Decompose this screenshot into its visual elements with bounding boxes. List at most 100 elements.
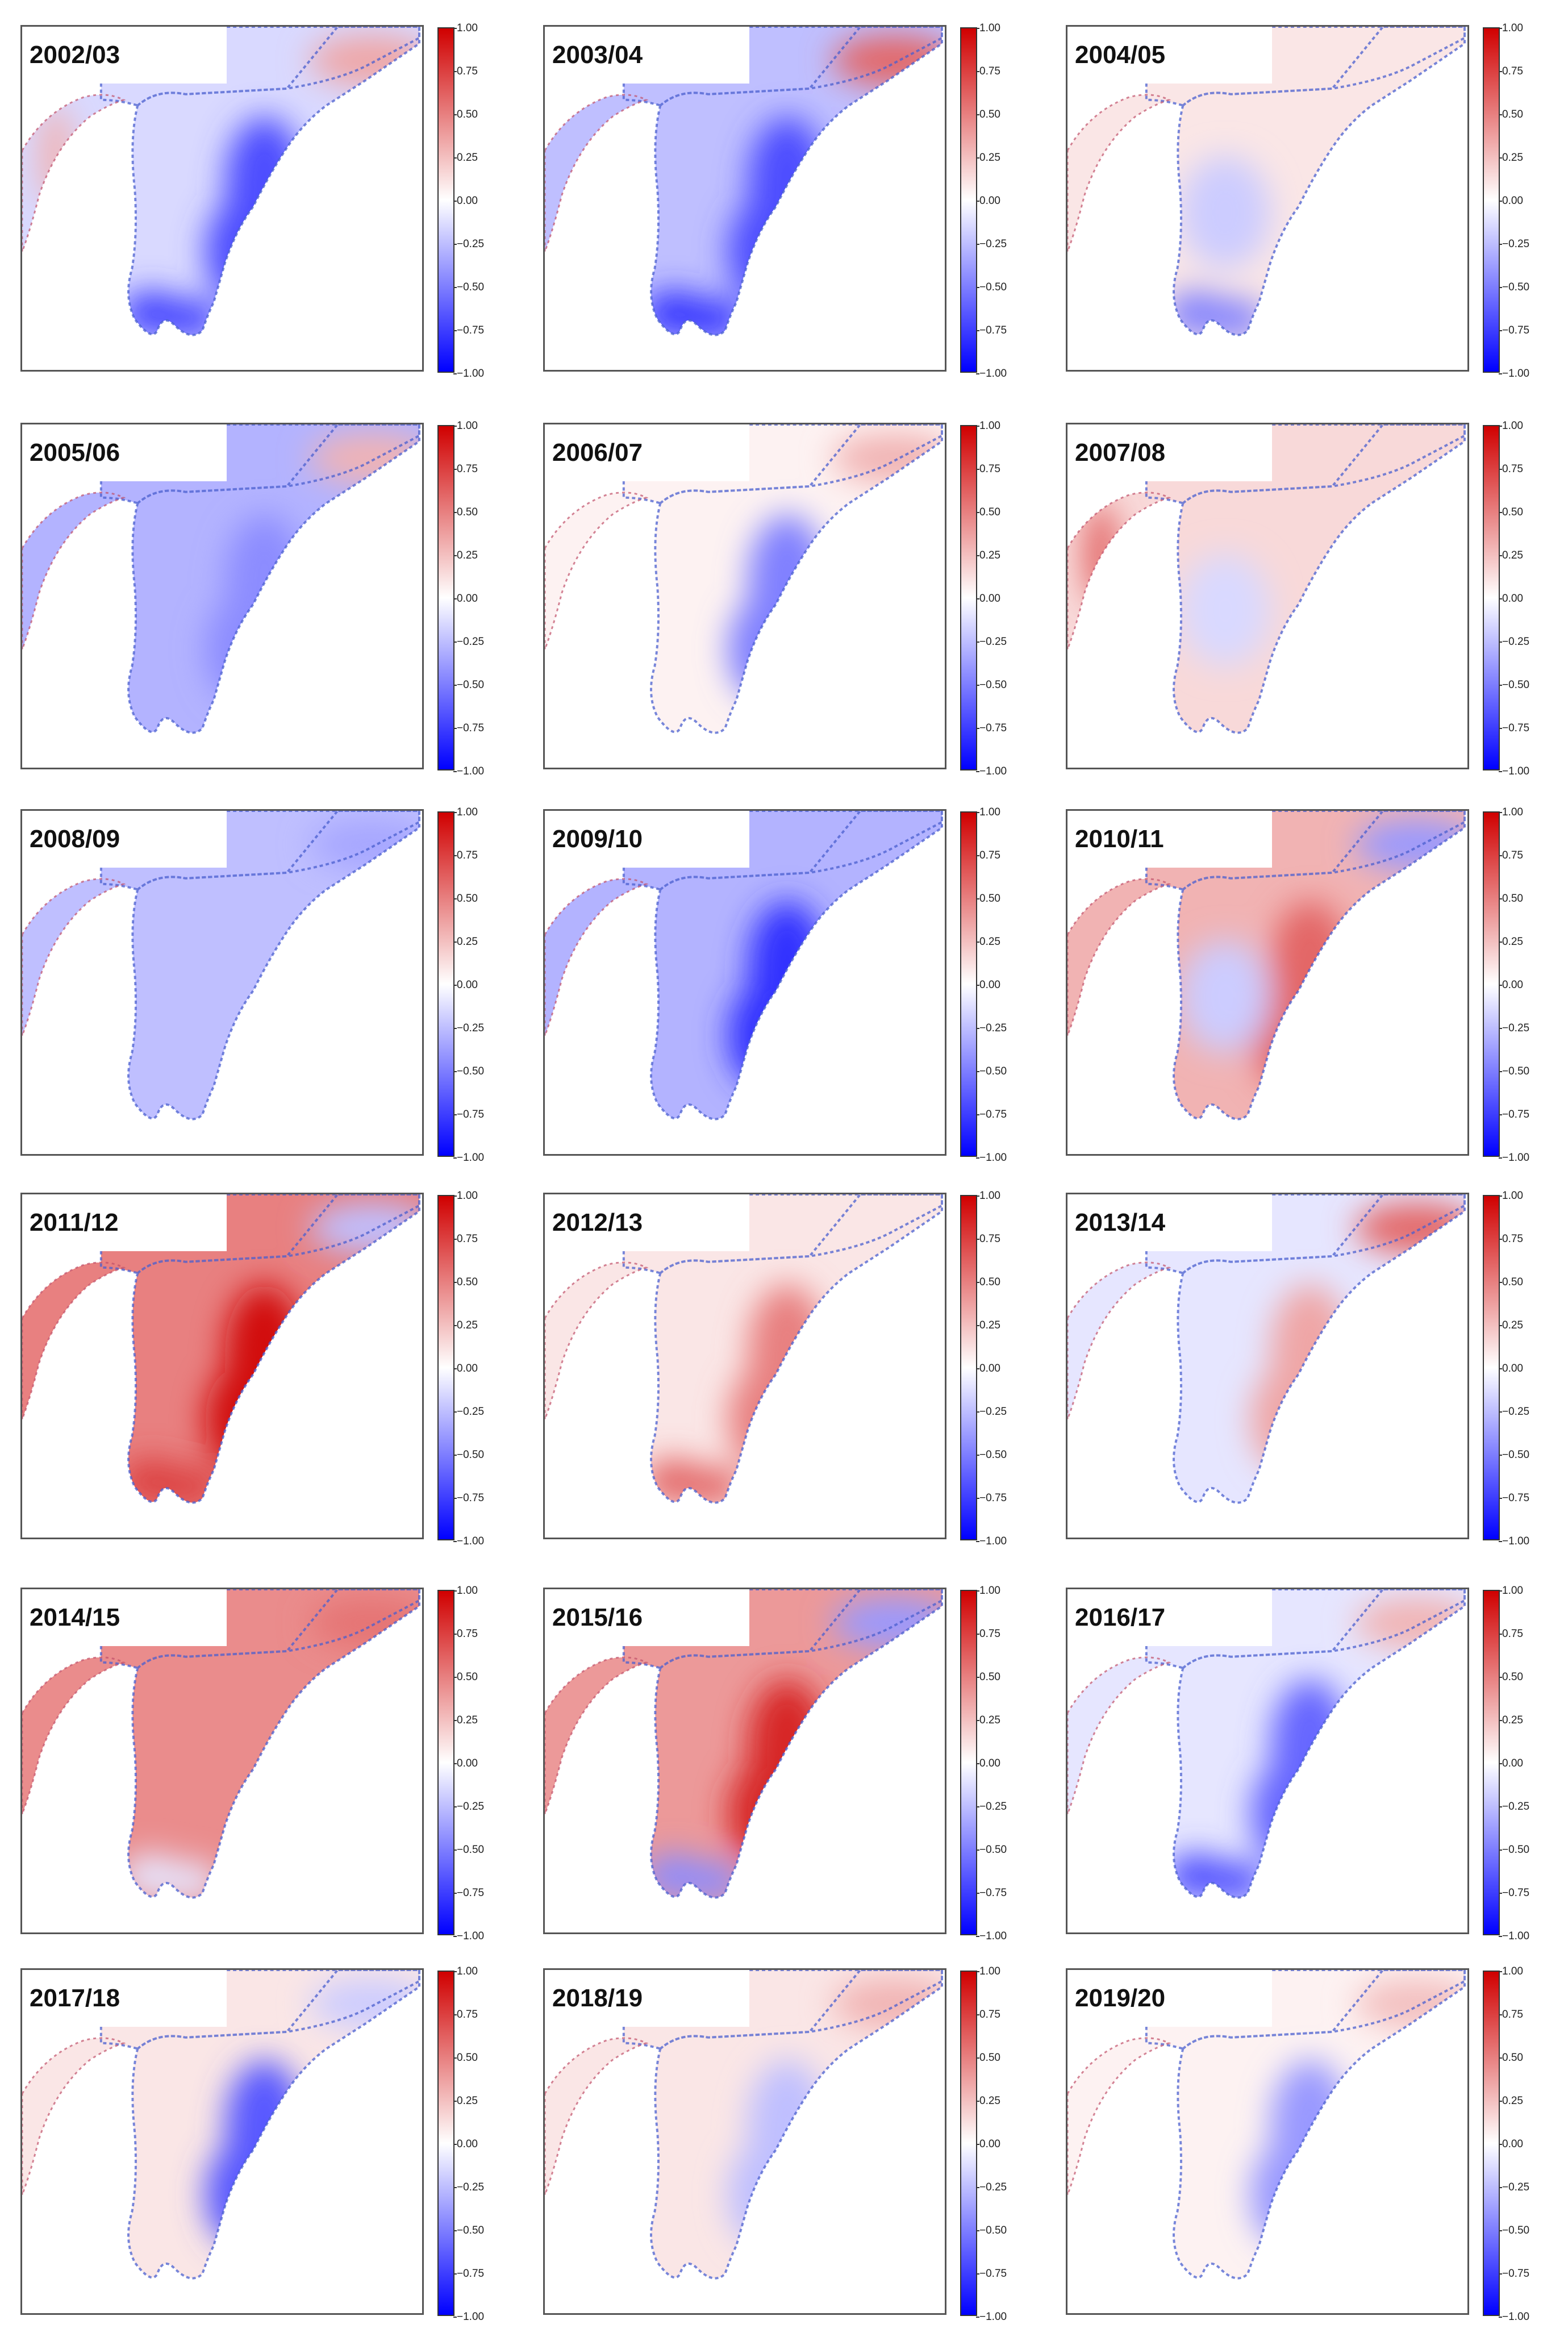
year-label-box bbox=[545, 811, 749, 868]
anomaly-hotspot-east-coast bbox=[728, 201, 790, 303]
colorbar-tick-label: 0.00 bbox=[976, 2138, 1000, 2150]
colorbar bbox=[1483, 425, 1500, 770]
colorbar-tick-label: 0.00 bbox=[453, 1757, 478, 1769]
colorbar-tick-label: 0.50 bbox=[1499, 1276, 1523, 1288]
colorbar-tick-label: 1.00 bbox=[1499, 1585, 1523, 1597]
colorbar-tick-label: 0.75 bbox=[453, 463, 478, 475]
year-label: 2014/15 bbox=[30, 1603, 120, 1631]
colorbar bbox=[437, 1195, 454, 1540]
colorbar-tick-label: 0.25 bbox=[453, 549, 478, 561]
anomaly-hotspot-east-coast bbox=[728, 2144, 790, 2246]
colorbar-tick-label: 0.50 bbox=[976, 506, 1000, 518]
colorbar-tick-label: 0.25 bbox=[1499, 1319, 1523, 1331]
colorbar-tick-label: 0.25 bbox=[453, 2095, 478, 2107]
colorbar-tick-label: 0.00 bbox=[1499, 2138, 1523, 2150]
map-panel: 2003/04 1.00 0.75 0.50 0.25 0.00 −0.25 −0.50 −0.… bbox=[523, 0, 1023, 379]
west-coastline-outline bbox=[545, 491, 649, 650]
year-label-box bbox=[545, 1589, 749, 1646]
colorbar bbox=[437, 1590, 454, 1935]
colorbar-tick-label: −0.50 bbox=[453, 1065, 485, 1077]
year-label: 2007/08 bbox=[1075, 439, 1166, 466]
colorbar-tick-label: −1.00 bbox=[975, 765, 1007, 777]
colorbar bbox=[1483, 811, 1500, 1157]
colorbar-tick-label: 0.00 bbox=[453, 195, 478, 207]
colorbar-tick-label: −0.75 bbox=[453, 2268, 485, 2280]
west-coastline-outline bbox=[1067, 2037, 1171, 2196]
coastline-outline bbox=[622, 1970, 944, 2280]
colorbar-tick-label: −1.00 bbox=[453, 765, 485, 777]
colorbar-tick-label: −0.75 bbox=[1498, 1109, 1530, 1120]
colorbar-tick-label: −0.50 bbox=[1498, 679, 1530, 691]
colorbar-tick-label: −0.25 bbox=[1498, 1801, 1530, 1813]
year-label-box bbox=[1067, 27, 1272, 84]
colorbar-tick-label: 1.00 bbox=[453, 420, 478, 432]
colorbar-tick-label: −1.00 bbox=[975, 1535, 1007, 1547]
colorbar-tick-label: 0.25 bbox=[976, 1714, 1000, 1726]
colorbar-tick-label: −1.00 bbox=[975, 1152, 1007, 1164]
colorbar bbox=[960, 811, 977, 1157]
colorbar-tick-label: 0.00 bbox=[453, 1363, 478, 1374]
map-panel: 2004/05 1.00 0.75 0.50 0.25 0.00 −0.25 −0.50 −0.… bbox=[1045, 0, 1545, 379]
colorbar-tick-label: −0.25 bbox=[453, 1406, 485, 1418]
coastline-outline bbox=[1145, 811, 1466, 1120]
colorbar-tick-label: 0.25 bbox=[1499, 152, 1523, 164]
colorbar-tick-label: 0.25 bbox=[1499, 1714, 1523, 1726]
colorbar-tick-label: 0.75 bbox=[1499, 849, 1523, 861]
colorbar-tick-label: 0.50 bbox=[976, 893, 1000, 905]
colorbar-tick-label: −0.25 bbox=[453, 1022, 485, 1034]
colorbar-tick-label: −1.00 bbox=[1498, 1535, 1530, 1547]
west-coastline-outline bbox=[22, 491, 126, 650]
colorbar-tick-label: −1.00 bbox=[1498, 2311, 1530, 2323]
colorbar-tick-label: −0.25 bbox=[453, 238, 485, 250]
colorbar-tick-label: 0.50 bbox=[1499, 2052, 1523, 2064]
anomaly-hotspot-west-strip bbox=[39, 105, 73, 207]
year-label: 2002/03 bbox=[30, 41, 120, 69]
year-label: 2015/16 bbox=[552, 1603, 643, 1631]
colorbar-tick-label: −0.50 bbox=[453, 1844, 485, 1856]
colorbar-tick-label: −0.25 bbox=[975, 2181, 1007, 2193]
colorbar-tick-label: 0.25 bbox=[1499, 2095, 1523, 2107]
colorbar-tick-label: −1.00 bbox=[453, 368, 485, 380]
year-label: 2008/09 bbox=[30, 825, 120, 853]
anomaly-hotspot-east-coast bbox=[728, 985, 790, 1087]
colorbar-tick-label: 0.00 bbox=[1499, 1757, 1523, 1769]
colorbar-tick-label: −1.00 bbox=[453, 1152, 485, 1164]
colorbar-tick-label: 0.75 bbox=[1499, 2009, 1523, 2021]
colorbar-tick-label: −0.75 bbox=[1498, 722, 1530, 734]
colorbar-tick-label: 1.00 bbox=[1499, 1965, 1523, 1977]
colorbar bbox=[1483, 27, 1500, 373]
year-label-box bbox=[22, 27, 227, 84]
colorbar-tick-label: −0.25 bbox=[1498, 2181, 1530, 2193]
colorbar-tick-label: 0.75 bbox=[453, 1233, 478, 1245]
colorbar-tick-label: 0.25 bbox=[976, 1319, 1000, 1331]
year-label-box bbox=[545, 1194, 749, 1251]
colorbar-tick-label: −0.75 bbox=[975, 722, 1007, 734]
colorbar-tick-label: 0.50 bbox=[1499, 109, 1523, 120]
colorbar-tick-label: 1.00 bbox=[453, 806, 478, 818]
colorbar bbox=[960, 1195, 977, 1540]
west-coastline-outline bbox=[22, 878, 126, 1036]
colorbar-tick-label: −0.25 bbox=[975, 238, 1007, 250]
colorbar-tick-label: −0.75 bbox=[1498, 324, 1530, 336]
year-label-box bbox=[1067, 1970, 1272, 2027]
map-panel: 2013/14 1.00 0.75 0.50 0.25 0.00 −0.25 −0.50 −0.… bbox=[1045, 1168, 1545, 1547]
colorbar-tick-label: −0.75 bbox=[975, 2268, 1007, 2280]
colorbar-tick-label: 1.00 bbox=[1499, 22, 1523, 34]
map-panel: 2019/20 1.00 0.75 0.50 0.25 0.00 −0.25 −0.50 −0.… bbox=[1045, 1943, 1545, 2322]
year-label: 2006/07 bbox=[552, 439, 643, 466]
coastline-outline bbox=[1145, 424, 1466, 734]
year-label: 2012/13 bbox=[552, 1209, 643, 1236]
colorbar-tick-label: −0.50 bbox=[1498, 281, 1530, 293]
year-label: 2005/06 bbox=[30, 439, 120, 466]
colorbar-tick-label: −1.00 bbox=[975, 2311, 1007, 2323]
colorbar-tick-label: −0.75 bbox=[1498, 1492, 1530, 1504]
colorbar bbox=[1483, 1195, 1500, 1540]
colorbar bbox=[437, 1971, 454, 2316]
colorbar-tick-label: −0.50 bbox=[975, 2225, 1007, 2236]
west-coastline-outline bbox=[545, 2037, 649, 2196]
anomaly-hotspot-center bbox=[1180, 940, 1270, 1053]
colorbar-tick-label: 0.75 bbox=[1499, 463, 1523, 475]
colorbar-tick-label: 0.50 bbox=[453, 506, 478, 518]
colorbar-tick-label: −1.00 bbox=[1498, 368, 1530, 380]
coastline-outline bbox=[1145, 1589, 1466, 1899]
